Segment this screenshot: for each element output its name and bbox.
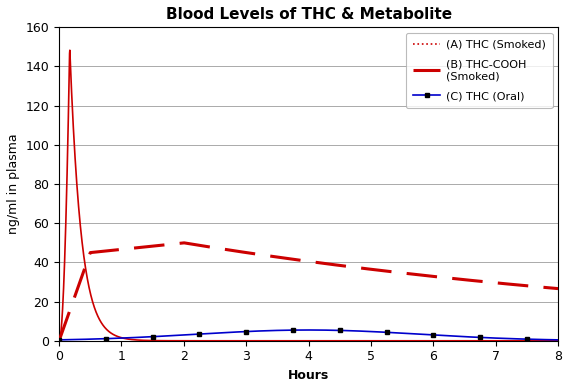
X-axis label: Hours: Hours: [288, 369, 329, 382]
Legend: (A) THC (Smoked), (B) THC-COOH
(Smoked), (C) THC (Oral): (A) THC (Smoked), (B) THC-COOH (Smoked),…: [406, 33, 552, 108]
Title: Blood Levels of THC & Metabolite: Blood Levels of THC & Metabolite: [166, 7, 452, 22]
Y-axis label: ng/ml in plasma: ng/ml in plasma: [7, 134, 20, 234]
